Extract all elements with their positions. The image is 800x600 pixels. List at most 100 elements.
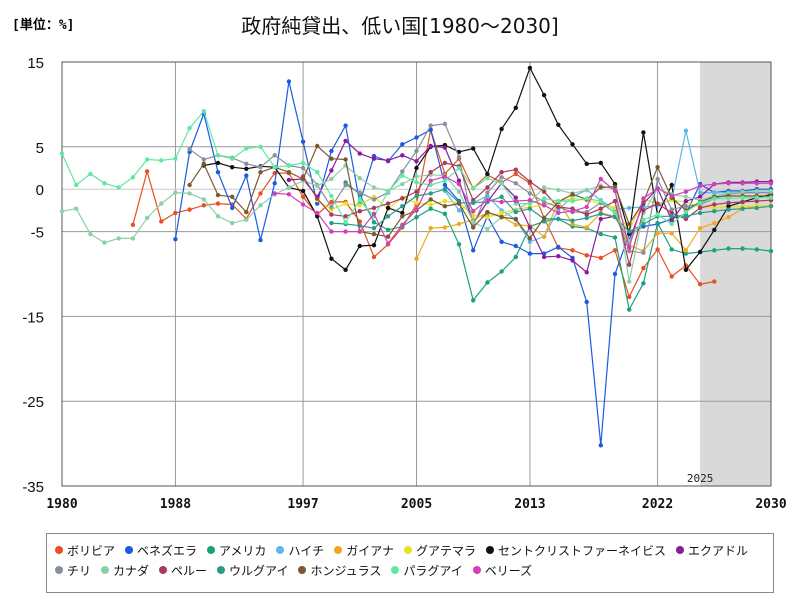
data-point bbox=[329, 220, 334, 226]
data-point bbox=[712, 248, 717, 253]
data-point bbox=[456, 189, 462, 194]
data-point bbox=[627, 229, 632, 234]
legend-marker-icon bbox=[391, 566, 400, 574]
data-point bbox=[371, 185, 377, 190]
data-point bbox=[414, 256, 419, 261]
data-point bbox=[556, 122, 561, 128]
data-point bbox=[499, 194, 504, 199]
data-point bbox=[471, 248, 476, 253]
series-line bbox=[189, 144, 771, 240]
data-point bbox=[485, 171, 490, 177]
data-point bbox=[683, 209, 689, 215]
data-point bbox=[556, 254, 561, 259]
data-point bbox=[414, 193, 419, 199]
data-point bbox=[541, 189, 547, 194]
data-point bbox=[343, 220, 348, 225]
data-point bbox=[215, 201, 221, 206]
data-point bbox=[144, 169, 150, 174]
series-line bbox=[189, 123, 771, 254]
data-point bbox=[88, 231, 93, 237]
data-point bbox=[712, 220, 717, 226]
data-point bbox=[456, 165, 462, 171]
data-point bbox=[329, 193, 334, 199]
data-point bbox=[300, 176, 306, 182]
data-point bbox=[598, 255, 603, 261]
data-point bbox=[414, 180, 419, 185]
data-point bbox=[343, 201, 348, 206]
data-point bbox=[499, 239, 504, 244]
data-point bbox=[655, 176, 660, 182]
data-point bbox=[499, 269, 504, 274]
data-point bbox=[442, 225, 448, 230]
series-line bbox=[331, 188, 772, 233]
data-point bbox=[740, 206, 745, 211]
data-point bbox=[357, 219, 362, 224]
data-point bbox=[343, 138, 348, 144]
data-point bbox=[655, 201, 660, 206]
data-point bbox=[414, 135, 419, 140]
legend-item: チリ bbox=[55, 560, 91, 580]
data-point bbox=[655, 165, 660, 170]
data-point bbox=[697, 194, 703, 199]
data-point bbox=[697, 183, 703, 188]
legend-marker-icon bbox=[298, 566, 307, 574]
data-point bbox=[556, 204, 561, 210]
data-point bbox=[187, 191, 192, 196]
data-point bbox=[371, 254, 377, 260]
data-point bbox=[584, 187, 589, 193]
legend-label: カナダ bbox=[113, 563, 150, 578]
data-point bbox=[754, 188, 759, 194]
data-point bbox=[272, 191, 277, 196]
data-point bbox=[74, 206, 79, 211]
data-point bbox=[286, 177, 292, 183]
data-point bbox=[371, 243, 377, 248]
data-point bbox=[215, 170, 221, 175]
data-point bbox=[59, 151, 65, 156]
data-point bbox=[485, 198, 490, 203]
data-point bbox=[556, 216, 561, 222]
data-point bbox=[598, 185, 603, 190]
data-point bbox=[541, 199, 547, 205]
legend-marker-icon bbox=[472, 566, 481, 574]
data-point bbox=[59, 209, 65, 214]
data-point bbox=[428, 197, 433, 202]
data-point bbox=[485, 185, 490, 190]
data-point bbox=[244, 161, 249, 166]
data-point bbox=[499, 215, 504, 220]
y-tick-label: -35 bbox=[22, 479, 44, 496]
data-point bbox=[456, 178, 462, 183]
data-point bbox=[513, 216, 518, 222]
data-point bbox=[641, 221, 646, 227]
data-point bbox=[513, 222, 518, 227]
data-point bbox=[683, 128, 689, 133]
data-point bbox=[329, 256, 334, 261]
forecast-year-label: 2025 bbox=[687, 472, 714, 485]
legend-marker-icon bbox=[55, 566, 63, 574]
data-point bbox=[683, 214, 689, 219]
data-point bbox=[712, 279, 717, 284]
legend-marker-icon bbox=[101, 566, 110, 574]
data-point bbox=[385, 227, 391, 233]
x-tick-label: 2022 bbox=[642, 497, 673, 512]
data-point bbox=[343, 157, 348, 162]
x-tick-label: 2005 bbox=[401, 497, 432, 512]
x-tick-label: 2030 bbox=[755, 497, 786, 512]
data-point bbox=[485, 176, 490, 181]
y-tick-label: 5 bbox=[36, 140, 44, 157]
data-point bbox=[201, 109, 206, 114]
data-point bbox=[768, 181, 774, 186]
y-tick-label: 0 bbox=[36, 182, 44, 199]
data-point bbox=[357, 209, 362, 214]
data-point bbox=[357, 243, 362, 249]
legend-marker-icon bbox=[676, 546, 684, 554]
data-point bbox=[612, 188, 618, 194]
data-point bbox=[300, 165, 306, 171]
data-point bbox=[598, 211, 603, 216]
data-point bbox=[442, 178, 448, 183]
data-point bbox=[471, 209, 476, 214]
legend-marker-icon bbox=[55, 546, 63, 554]
legend-item: アメリカ bbox=[207, 540, 266, 560]
data-point bbox=[683, 267, 689, 272]
data-point bbox=[527, 191, 533, 196]
legend-marker-icon bbox=[159, 566, 168, 574]
